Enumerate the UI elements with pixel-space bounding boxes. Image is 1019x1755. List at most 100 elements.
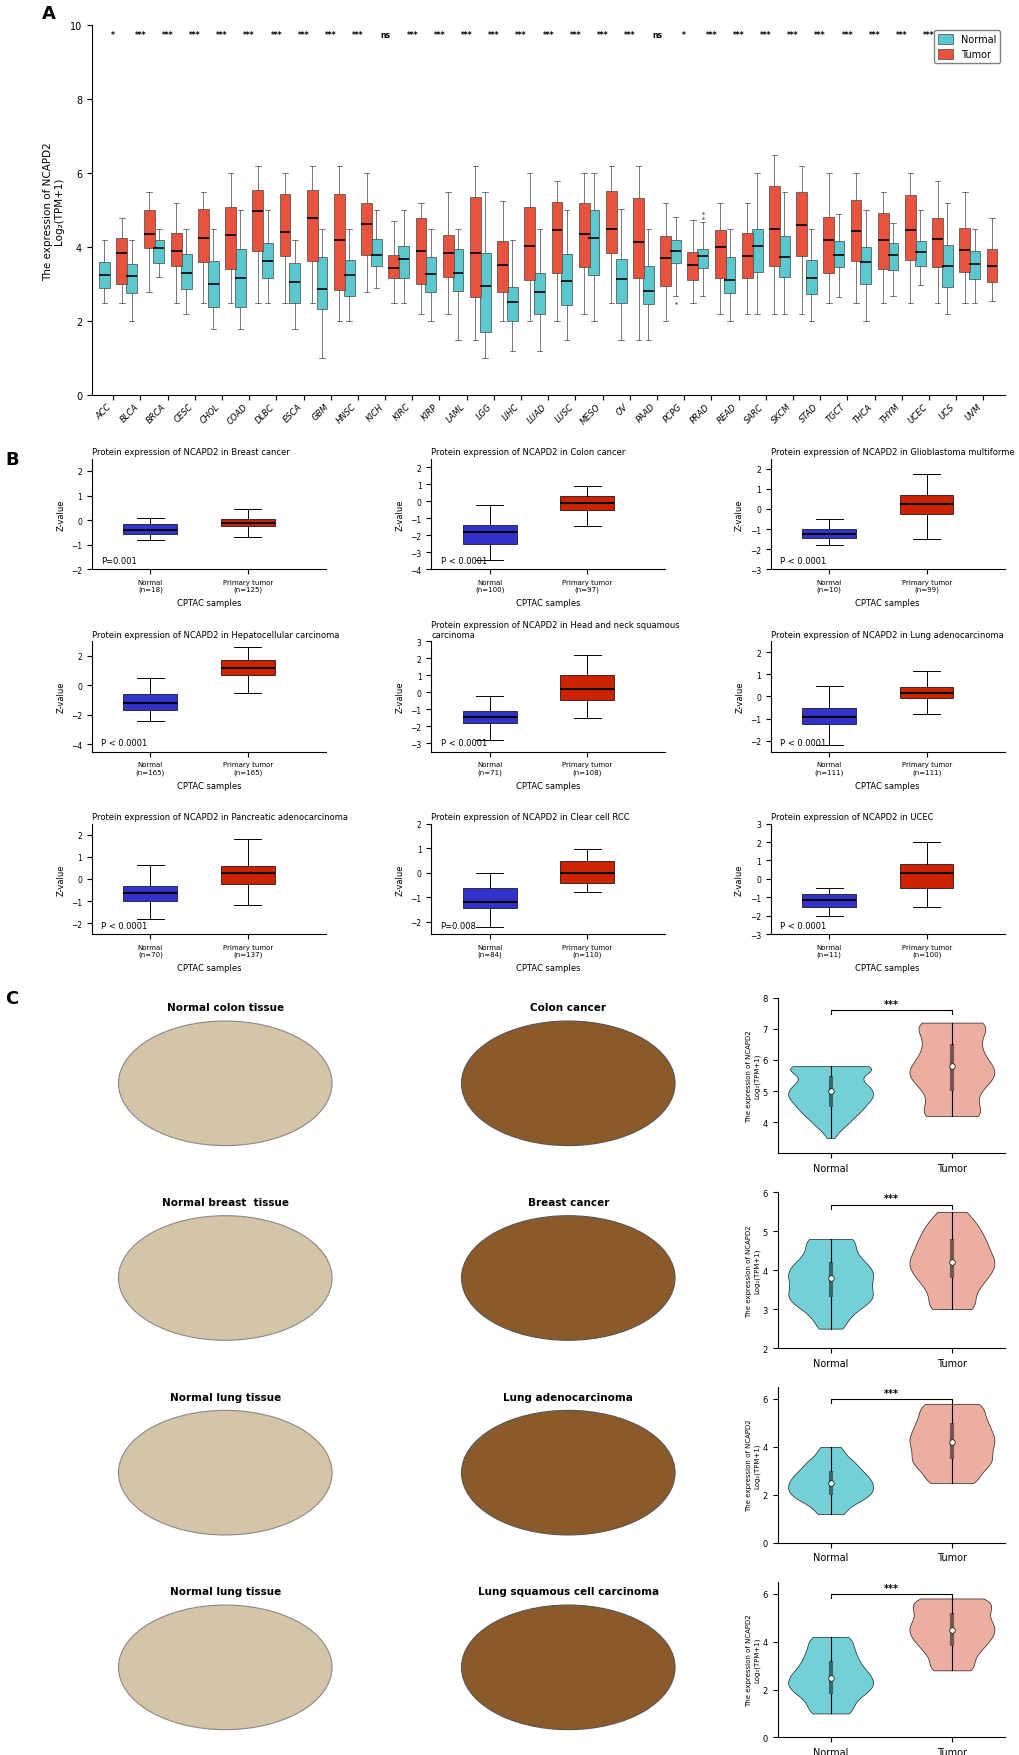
PathPatch shape: [899, 865, 953, 890]
PathPatch shape: [208, 261, 218, 307]
Text: ***: ***: [325, 32, 336, 40]
PathPatch shape: [899, 497, 953, 514]
Text: ***: ***: [950, 32, 961, 40]
Text: ***: ***: [732, 32, 744, 40]
Text: Colon cancer: Colon cancer: [530, 1002, 605, 1013]
PathPatch shape: [669, 240, 681, 263]
X-axis label: CPTAC samples: CPTAC samples: [855, 781, 919, 790]
PathPatch shape: [578, 204, 589, 269]
Text: P < 0.0001: P < 0.0001: [780, 739, 825, 748]
PathPatch shape: [279, 195, 290, 256]
Text: ***: ***: [882, 999, 898, 1009]
PathPatch shape: [221, 867, 274, 885]
Text: ***: ***: [352, 32, 364, 40]
Circle shape: [118, 1411, 332, 1536]
Text: ***: ***: [270, 32, 282, 40]
Text: P < 0.0001: P < 0.0001: [440, 556, 486, 565]
Text: P < 0.0001: P < 0.0001: [101, 739, 148, 748]
Text: *: *: [682, 32, 686, 40]
Text: Normal breast  tissue: Normal breast tissue: [162, 1197, 288, 1207]
PathPatch shape: [551, 204, 561, 274]
Text: Protein expression of NCAPD2 in Clear cell RCC: Protein expression of NCAPD2 in Clear ce…: [431, 813, 629, 821]
Text: Normal lung tissue: Normal lung tissue: [169, 1587, 280, 1597]
X-axis label: CPTAC samples: CPTAC samples: [176, 781, 240, 790]
PathPatch shape: [234, 249, 246, 307]
PathPatch shape: [931, 219, 943, 267]
Y-axis label: Z-value: Z-value: [395, 498, 405, 530]
PathPatch shape: [605, 191, 616, 254]
Text: P < 0.0001: P < 0.0001: [780, 556, 825, 565]
PathPatch shape: [560, 254, 572, 305]
Text: P < 0.0001: P < 0.0001: [440, 739, 486, 748]
Text: ns: ns: [380, 32, 389, 40]
PathPatch shape: [361, 204, 372, 256]
Y-axis label: The expression of NCAPD2
Log₂(TPM+1): The expression of NCAPD2 Log₂(TPM+1): [746, 1613, 759, 1706]
Text: Protein expression of NCAPD2 in Hepatocellular carcinoma: Protein expression of NCAPD2 in Hepatoce…: [92, 630, 339, 639]
X-axis label: CPTAC samples: CPTAC samples: [855, 963, 919, 972]
PathPatch shape: [126, 265, 137, 295]
Text: Protein expression of NCAPD2 in Breast cancer: Protein expression of NCAPD2 in Breast c…: [92, 448, 289, 458]
Text: ***: ***: [461, 32, 472, 40]
PathPatch shape: [985, 249, 997, 283]
Text: Breast cancer: Breast cancer: [527, 1197, 608, 1207]
X-axis label: CPTAC samples: CPTAC samples: [516, 781, 580, 790]
Y-axis label: The expression of NCAPD2
Log₂(TPM+1): The expression of NCAPD2 Log₂(TPM+1): [43, 142, 64, 281]
Text: A: A: [42, 5, 55, 23]
PathPatch shape: [723, 258, 735, 293]
Y-axis label: Z-value: Z-value: [56, 681, 65, 713]
PathPatch shape: [959, 228, 969, 272]
PathPatch shape: [442, 235, 453, 277]
Legend: Normal, Tumor: Normal, Tumor: [933, 32, 999, 65]
Text: ***: ***: [542, 32, 553, 40]
Circle shape: [118, 1021, 332, 1146]
PathPatch shape: [741, 233, 752, 279]
PathPatch shape: [123, 525, 177, 535]
PathPatch shape: [506, 288, 518, 323]
PathPatch shape: [225, 209, 235, 270]
Text: ***: ***: [759, 32, 770, 40]
PathPatch shape: [388, 256, 398, 279]
Text: P=0.008: P=0.008: [440, 921, 476, 930]
PathPatch shape: [850, 200, 861, 261]
PathPatch shape: [221, 519, 274, 526]
Text: Protein expression of NCAPD2 in Glioblastoma multiforme: Protein expression of NCAPD2 in Glioblas…: [770, 448, 1013, 458]
Text: ***: ***: [882, 1583, 898, 1594]
Text: Protein expression of NCAPD2 in Lung adenocarcinoma: Protein expression of NCAPD2 in Lung ade…: [770, 630, 1003, 639]
Y-axis label: The expression of NCAPD2
Log₂(TPM+1): The expression of NCAPD2 Log₂(TPM+1): [746, 1225, 759, 1316]
Y-axis label: The expression of NCAPD2
Log₂(TPM+1): The expression of NCAPD2 Log₂(TPM+1): [746, 1030, 759, 1121]
PathPatch shape: [588, 211, 599, 276]
PathPatch shape: [123, 695, 177, 711]
PathPatch shape: [615, 260, 626, 304]
Text: ***: ***: [515, 32, 527, 40]
Text: ***: ***: [216, 32, 227, 40]
Y-axis label: Z-value: Z-value: [735, 498, 744, 530]
Text: ***: ***: [882, 1388, 898, 1399]
Text: ***: ***: [922, 32, 933, 40]
PathPatch shape: [687, 253, 698, 281]
Text: Protein expression of NCAPD2 in Pancreatic adenocarcinoma: Protein expression of NCAPD2 in Pancreat…: [92, 813, 347, 821]
Text: ***: ***: [487, 32, 499, 40]
PathPatch shape: [968, 251, 979, 281]
PathPatch shape: [899, 688, 953, 698]
PathPatch shape: [99, 263, 110, 290]
PathPatch shape: [123, 886, 177, 902]
PathPatch shape: [887, 244, 898, 270]
PathPatch shape: [559, 862, 613, 885]
Text: *: *: [111, 32, 115, 40]
Text: ***: ***: [135, 32, 146, 40]
Text: ***: ***: [976, 32, 988, 40]
PathPatch shape: [904, 195, 915, 260]
X-axis label: CPTAC samples: CPTAC samples: [516, 963, 580, 972]
PathPatch shape: [802, 709, 855, 725]
PathPatch shape: [463, 713, 516, 723]
PathPatch shape: [768, 186, 780, 267]
PathPatch shape: [452, 249, 463, 291]
X-axis label: CPTAC samples: CPTAC samples: [176, 598, 240, 607]
Text: Protein expression of NCAPD2 in Colon cancer: Protein expression of NCAPD2 in Colon ca…: [431, 448, 625, 458]
Text: ***: ***: [162, 32, 173, 40]
PathPatch shape: [802, 530, 855, 539]
Y-axis label: Z-value: Z-value: [56, 498, 65, 530]
PathPatch shape: [153, 240, 164, 263]
Text: B: B: [5, 451, 18, 469]
PathPatch shape: [415, 219, 426, 284]
